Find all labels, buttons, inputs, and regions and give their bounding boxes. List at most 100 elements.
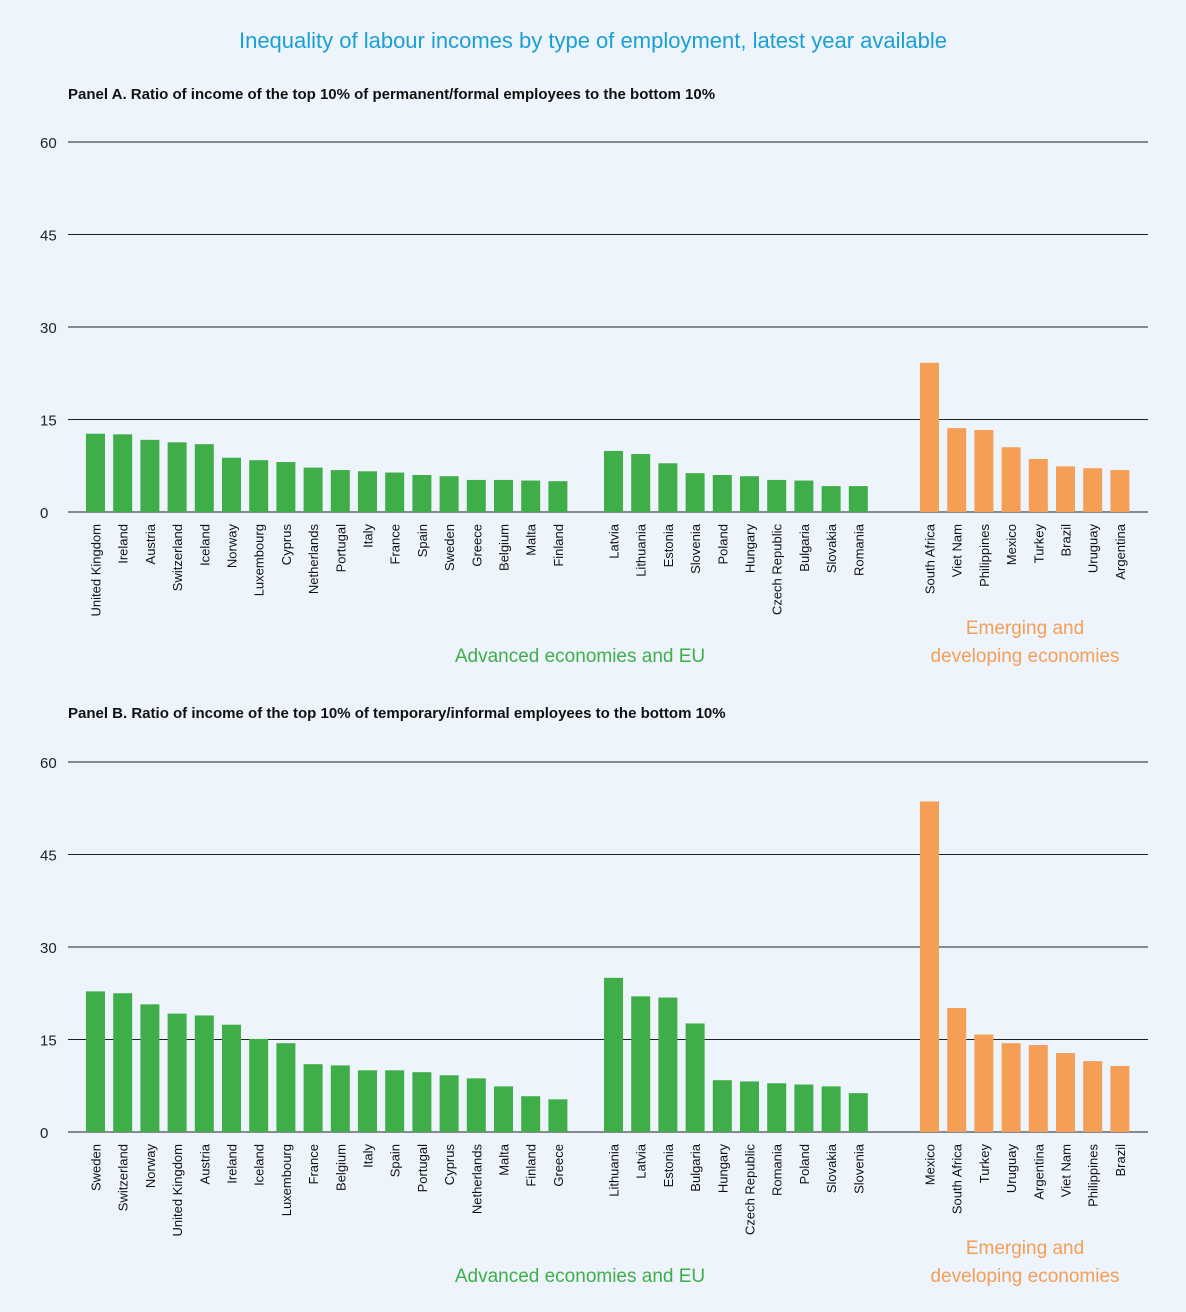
bar bbox=[140, 1004, 160, 1132]
bar bbox=[113, 993, 133, 1132]
x-tick-label: Czech Republic bbox=[743, 1144, 758, 1236]
bar bbox=[947, 428, 967, 512]
bar bbox=[548, 1099, 568, 1132]
x-tick-label: Slovakia bbox=[824, 1143, 839, 1193]
figure-title: Inequality of labour incomes by type of … bbox=[238, 28, 948, 53]
x-tick-label: Spain bbox=[415, 524, 430, 557]
bar bbox=[1001, 447, 1021, 512]
bar bbox=[1083, 1061, 1103, 1132]
bar bbox=[113, 434, 133, 512]
x-tick-label: Czech Republic bbox=[770, 524, 785, 616]
x-tick-label: Romania bbox=[851, 523, 866, 576]
y-tick-label: 60 bbox=[40, 755, 57, 772]
x-tick-label: Cyprus bbox=[279, 524, 294, 566]
x-tick-label: Luxembourg bbox=[252, 524, 267, 596]
bar bbox=[848, 486, 868, 512]
bar bbox=[249, 460, 269, 512]
x-tick-label: France bbox=[388, 524, 403, 564]
x-tick-label: Belgium bbox=[497, 524, 512, 571]
bar bbox=[1028, 1045, 1048, 1132]
panel-b-title: Panel B. Ratio of income of the top 10% … bbox=[68, 705, 726, 722]
bar bbox=[740, 1081, 759, 1132]
x-tick-label: Austria bbox=[143, 523, 158, 564]
x-tick-label: Turkey bbox=[977, 1144, 992, 1184]
bar bbox=[604, 450, 623, 512]
x-tick-label: Latvia bbox=[607, 523, 622, 558]
panel-b-chart: 0 15 30 45 60 Sweden Switzerland Norway United K… bbox=[40, 755, 1148, 1287]
x-tick-label: Finland bbox=[524, 1144, 539, 1187]
y-tick-label: 45 bbox=[40, 848, 57, 865]
bar bbox=[1110, 470, 1130, 512]
x-tick-label: Spain bbox=[388, 1144, 403, 1177]
x-tick-label: Brazil bbox=[1059, 524, 1074, 557]
bar bbox=[330, 470, 350, 512]
x-tick-label: Hungary bbox=[743, 524, 758, 574]
bar bbox=[740, 476, 759, 512]
bar bbox=[521, 1096, 541, 1132]
x-tick-label: Hungary bbox=[715, 1144, 730, 1194]
x-tick-label: Luxembourg bbox=[279, 1144, 294, 1216]
bar bbox=[658, 463, 678, 512]
bar bbox=[920, 362, 939, 512]
x-tick-label: Switzerland bbox=[116, 1144, 131, 1211]
bar bbox=[604, 977, 623, 1132]
bar bbox=[658, 997, 678, 1132]
x-tick-label: Italy bbox=[361, 524, 376, 548]
x-tick-label: Slovenia bbox=[688, 523, 703, 574]
bar bbox=[167, 442, 187, 512]
bar bbox=[1056, 1053, 1075, 1132]
bar bbox=[385, 1070, 405, 1132]
group-label-emerging-line1: Emerging and bbox=[966, 618, 1084, 639]
x-tick-label: Lithuania bbox=[634, 523, 649, 577]
bar bbox=[303, 1064, 323, 1132]
bar bbox=[794, 1084, 814, 1132]
x-tick-label: Viet Nam bbox=[1059, 1144, 1074, 1197]
x-tick-label: Cyprus bbox=[442, 1144, 457, 1186]
bar bbox=[631, 996, 651, 1132]
x-tick-label: Malta bbox=[524, 523, 539, 556]
x-tick-label: Slovenia bbox=[851, 1143, 866, 1194]
x-tick-label: Ireland bbox=[225, 1144, 240, 1184]
bar bbox=[358, 1070, 377, 1132]
bar bbox=[685, 473, 705, 512]
x-tick-label: Malta bbox=[497, 1143, 512, 1176]
y-tick-label: 60 bbox=[40, 135, 57, 152]
bar bbox=[631, 454, 651, 512]
bar bbox=[358, 471, 377, 512]
group-label-advanced: Advanced economies and EU bbox=[455, 1266, 705, 1287]
panel-a-chart: 0 15 30 45 60 United Kingdom Ireland Austria Swi… bbox=[40, 135, 1148, 667]
bar bbox=[1001, 1043, 1021, 1132]
y-tick-label: 45 bbox=[40, 228, 57, 245]
bar bbox=[194, 444, 214, 512]
x-tick-label: Estonia bbox=[661, 1143, 676, 1187]
x-tick-label: Uruguay bbox=[1004, 1144, 1019, 1194]
x-tick-label: Argentina bbox=[1113, 523, 1128, 579]
group-label-emerging-line1: Emerging and bbox=[966, 1238, 1084, 1259]
bar bbox=[276, 462, 296, 512]
bar bbox=[767, 1083, 787, 1132]
y-tick-label: 30 bbox=[40, 940, 57, 957]
bar bbox=[494, 479, 513, 512]
bar bbox=[330, 1065, 350, 1132]
bar bbox=[974, 1034, 994, 1132]
x-tick-label: Austria bbox=[197, 1143, 212, 1184]
bar bbox=[466, 479, 486, 512]
group-label-emerging-line2: developing economies bbox=[930, 646, 1119, 667]
x-tick-label: Bulgaria bbox=[797, 523, 812, 571]
x-tick-label: Sweden bbox=[89, 1144, 104, 1191]
y-tick-label: 0 bbox=[40, 505, 48, 522]
bar bbox=[920, 801, 939, 1132]
x-tick-label: Iceland bbox=[197, 524, 212, 566]
bar bbox=[439, 476, 459, 512]
y-tick-label: 0 bbox=[40, 1125, 48, 1142]
x-tick-label: Greece bbox=[551, 1144, 566, 1187]
group-label-emerging-line2: developing economies bbox=[930, 1266, 1119, 1287]
x-tick-label: United Kingdom bbox=[89, 524, 104, 617]
bar bbox=[521, 480, 541, 512]
x-tick-label: Argentina bbox=[1031, 1143, 1046, 1199]
bar bbox=[1028, 458, 1048, 512]
y-tick-label: 30 bbox=[40, 320, 57, 337]
y-tick-label: 15 bbox=[40, 413, 57, 430]
x-tick-label: Norway bbox=[143, 1144, 158, 1189]
bar bbox=[466, 1078, 486, 1132]
